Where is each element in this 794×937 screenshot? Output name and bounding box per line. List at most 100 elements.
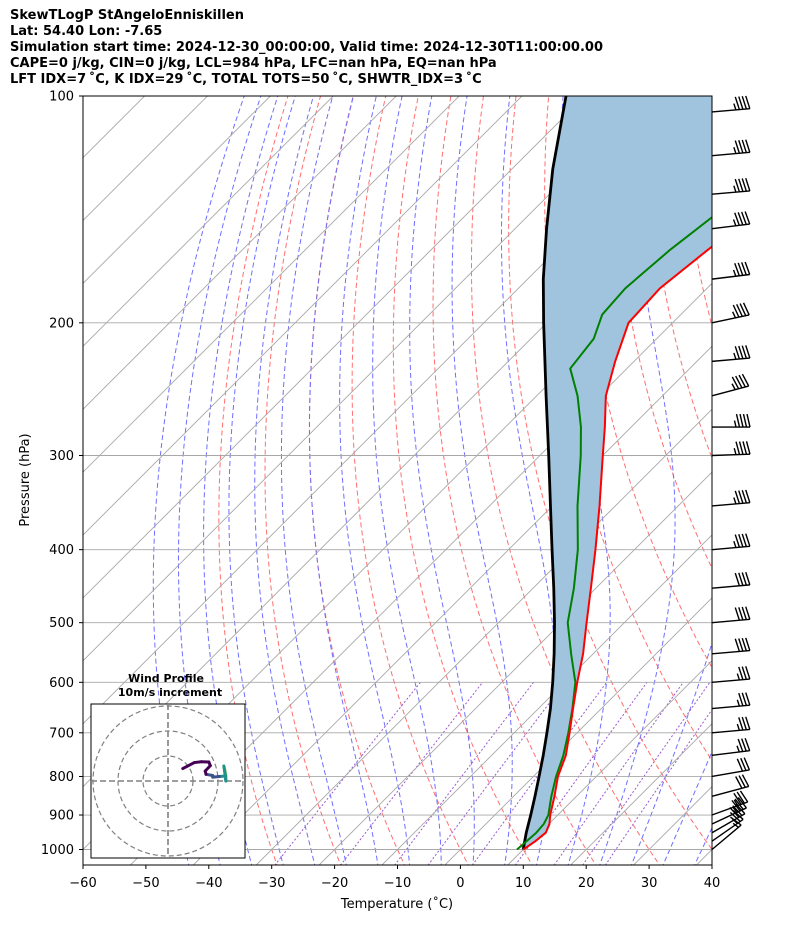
y-tick-label: 800 [49,770,74,785]
wind-barb-staff [711,618,750,624]
wind-barb-feather [739,790,749,803]
dewpoint-line [516,216,712,851]
wind-barb-feather [745,533,751,547]
wind-barb-feather [745,139,751,153]
wind-barb-feather [736,303,743,317]
wind-barb-feather [734,178,741,193]
wind-barb-half-feather [733,497,737,505]
wind-barb [711,489,751,507]
isotherm-line [83,96,397,410]
wind-barb-feather [738,374,746,388]
temperature-line [522,245,712,851]
parcel-profile-line [521,96,568,850]
wind-barb-staff [711,824,742,851]
x-tick-label: 40 [704,876,721,891]
moist-adiabat [152,96,245,865]
hodograph-segment [181,761,196,771]
wind-barb-feather [738,178,744,192]
mixing-ratio-line [582,682,711,865]
wind-barb-half-feather [733,185,737,193]
wind-profile-inset: Wind Profile 10m/s increment [90,672,246,859]
x-tick-label: 10 [515,876,532,891]
wind-barb-half-feather [733,352,737,360]
isotherm-line [83,96,272,285]
moist-adiabat [280,96,347,865]
dry-adiabat [743,79,794,868]
isotherm-line [83,96,649,662]
wind-barb-half-feather [736,745,740,753]
wind-barb [712,413,751,428]
wind-barb [711,757,751,778]
wind-barb-feather [745,606,751,620]
wind-barb-feather [738,140,744,154]
isotherm-line [318,471,712,865]
moist-adiabat [254,96,316,865]
wind-barb-feather [741,178,748,192]
x-tick-label: 0 [456,876,464,891]
x-axis-label: Temperature (˚C) [340,896,453,912]
wind-barb-half-feather [733,540,737,548]
dry-adiabat [645,96,712,460]
wind-barb-staff [711,704,750,710]
moist-adiabat [372,96,442,865]
wind-barb-half-feather [733,420,737,428]
wind-barb [711,774,750,797]
wind-barb-feather [734,798,744,810]
dry-adiabat [579,96,712,669]
wind-barb [711,345,751,363]
isotherm-line [129,282,712,865]
wind-barb-feather [741,637,748,652]
wind-barb [711,692,751,710]
wind-barb-staff [711,453,751,457]
wind-barb-staff [711,769,750,778]
wind-barb-feather [745,716,751,730]
wind-barb-feather [732,304,740,318]
x-tick-label: −10 [384,876,411,891]
wind-barb-feather [741,716,748,730]
mixing-ratio-line [514,682,648,865]
wind-barb-staff [711,545,750,551]
wind-barb [711,606,751,624]
chart-title: SkewTLogP StAngeloEnniskillen [10,8,244,23]
wind-barb-feather [737,262,744,276]
location-line: Lat: 54.40 Lon: -7.65 [10,24,163,39]
wind-barb-feather [744,261,751,275]
wind-barb-half-feather [736,723,741,731]
wind-barb-half-feather [733,147,737,154]
wind-barb-feather [738,345,744,359]
y-tick-label: 100 [49,90,74,105]
y-tick-label: 300 [49,449,74,464]
wind-barb-feather [745,441,751,455]
wind-barb-staff [711,818,744,842]
moist-adiabat [409,96,475,865]
x-tick-label: 20 [578,876,595,891]
wind-barb-feather [746,413,751,428]
wind-barb-feather [734,490,741,504]
wind-barb-feather [741,373,750,387]
wind-barb-staff [711,107,750,113]
x-tick-label: −60 [69,876,96,891]
wind-barb-staff [711,190,750,195]
wind-barb-half-feather [732,269,737,277]
moist-adiabat [203,96,279,865]
wind-barb [711,441,751,457]
cape-line: CAPE=0 j/kg, CIN=0 j/kg, LCL=984 hPa, LF… [10,56,497,71]
wind-barb-feather [737,738,744,752]
wind-barb-feather [742,302,750,316]
wind-barb-staff [711,584,750,589]
mixing-ratio-line [604,708,712,865]
wind-barb-half-feather [736,699,741,707]
dry-adiabat [351,96,469,865]
wind-barb-staff [711,273,750,280]
wind-barb-feather [741,692,748,706]
wind-barb [711,95,751,113]
wind-barb-feather [735,441,741,455]
wind-barb-feather [736,791,746,804]
wind-barb-feather [741,606,748,620]
wind-barb-feather [738,534,744,548]
wind-barb-half-feather [732,219,737,226]
wind-barb-feather [738,775,746,788]
wind-barb-feather [737,796,747,809]
y-tick-label: 600 [49,676,74,691]
wind-barb-half-feather [732,311,737,319]
